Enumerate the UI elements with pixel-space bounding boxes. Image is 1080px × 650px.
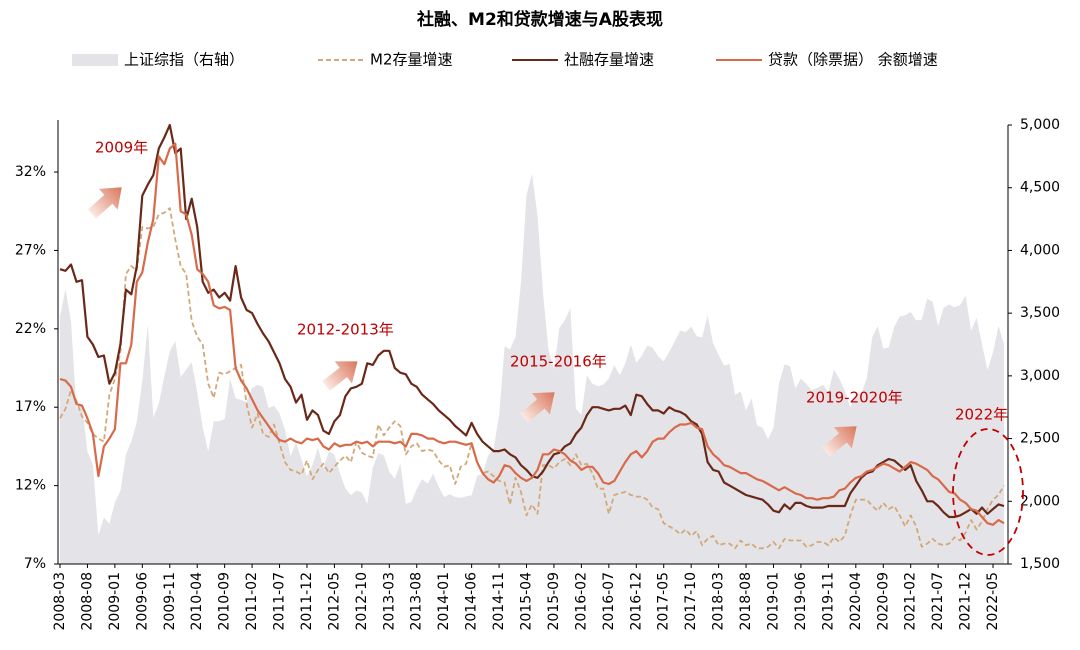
annotation: 2019-2020年 xyxy=(806,389,903,407)
y-tick-label: 22% xyxy=(15,321,46,337)
x-tick-label: 2016-02 xyxy=(573,572,589,631)
x-tick-label: 2017-05 xyxy=(656,572,672,631)
x-tick-label: 2016-12 xyxy=(628,572,644,631)
plot-area: 7% 12% 17% 22% 27% 32% 1,500 2,000 2,500 3,000 3,5… xyxy=(15,117,1060,631)
y-tick-label: 17% xyxy=(15,399,46,415)
annotation: 2022年 xyxy=(955,406,1008,424)
y-tick-label: 27% xyxy=(15,242,46,258)
arrows xyxy=(87,187,1024,556)
x-tick-label: 2008-08 xyxy=(79,572,95,631)
y-tick-label: 12% xyxy=(15,478,46,494)
x-tick-label: 2010-04 xyxy=(189,572,205,631)
x-tick-label: 2014-06 xyxy=(464,572,480,631)
x-tick-label: 2011-07 xyxy=(272,572,288,631)
x-tick-label: 2020-09 xyxy=(875,572,891,631)
x-tick-label: 2013-03 xyxy=(381,572,397,631)
x-tick-label: 2008-03 xyxy=(52,572,68,631)
arrow xyxy=(87,187,122,219)
y2-tick-label: 4,500 xyxy=(1020,180,1060,196)
x-tick-label: 2018-03 xyxy=(711,572,727,631)
annotation: 2015-2016年 xyxy=(510,353,607,371)
x-tick-label: 2019-06 xyxy=(793,572,809,631)
x-tick-label: 2015-09 xyxy=(546,572,562,631)
x-tick-label: 2016-07 xyxy=(601,572,617,631)
x-tick-label: 2017-10 xyxy=(683,572,699,631)
y-tick-label: 7% xyxy=(24,556,46,572)
x-tick-label: 2012-05 xyxy=(326,572,342,631)
x-tick-label: 2022-05 xyxy=(985,572,1001,631)
x-tick-label: 2021-07 xyxy=(930,572,946,631)
x-tick-label: 2009-11 xyxy=(162,572,178,631)
legend-label: 贷款（除票据） 余额增速 xyxy=(768,51,938,69)
x-tick-label: 2011-12 xyxy=(299,572,315,631)
x-tick-label: 2014-11 xyxy=(491,572,507,631)
x-tick-label: 2019-01 xyxy=(765,572,781,631)
x-tick-label: 2019-11 xyxy=(820,572,836,631)
y2-tick-label: 2,000 xyxy=(1020,493,1060,509)
legend-swatch xyxy=(72,54,118,66)
arrow xyxy=(822,426,857,457)
x-tick-label: 2014-01 xyxy=(436,572,452,631)
x-tick-label: 2021-12 xyxy=(958,572,974,631)
legend: 上证综指（右轴） M2存量增速 社融存量增速 贷款（除票据） 余额增速 xyxy=(72,51,938,69)
arrow xyxy=(322,361,358,391)
y2-tick-label: 2,500 xyxy=(1020,431,1060,447)
highlight-ellipse xyxy=(952,428,1024,556)
x-tick-label: 2012-10 xyxy=(354,572,370,631)
x-tick-label: 2010-09 xyxy=(217,572,233,631)
legend-label: M2存量增速 xyxy=(370,51,453,69)
line xyxy=(59,142,1005,526)
legend-label: 社融存量增速 xyxy=(564,51,654,69)
x-tick-label: 2021-02 xyxy=(903,572,919,631)
legend-label: 上证综指（右轴） xyxy=(124,51,244,69)
line xyxy=(59,207,1005,550)
x-tick-label: 2009-01 xyxy=(107,572,123,631)
y2-tick-label: 5,000 xyxy=(1020,117,1060,133)
arrow xyxy=(520,392,555,423)
annotation: 2012-2013年 xyxy=(297,321,394,339)
x-tick-label: 2015-04 xyxy=(519,572,535,631)
y-tick-label: 32% xyxy=(15,164,46,180)
x-tick-label: 2011-02 xyxy=(244,572,260,631)
y2-tick-label: 4,000 xyxy=(1020,242,1060,258)
x-tick-label: 2013-08 xyxy=(409,572,425,631)
y2-tick-label: 3,000 xyxy=(1020,368,1060,384)
area xyxy=(60,173,1004,564)
x-tick-label: 2009-06 xyxy=(134,572,150,631)
y2-tick-label: 3,500 xyxy=(1020,305,1060,321)
x-tick-label: 2018-08 xyxy=(738,572,754,631)
x-tick-label: 2020-04 xyxy=(848,572,864,631)
annotation: 2009年 xyxy=(95,139,148,157)
chart-title: 社融、M2和贷款增速与A股表现 xyxy=(416,9,663,30)
y2-tick-label: 1,500 xyxy=(1020,556,1060,572)
